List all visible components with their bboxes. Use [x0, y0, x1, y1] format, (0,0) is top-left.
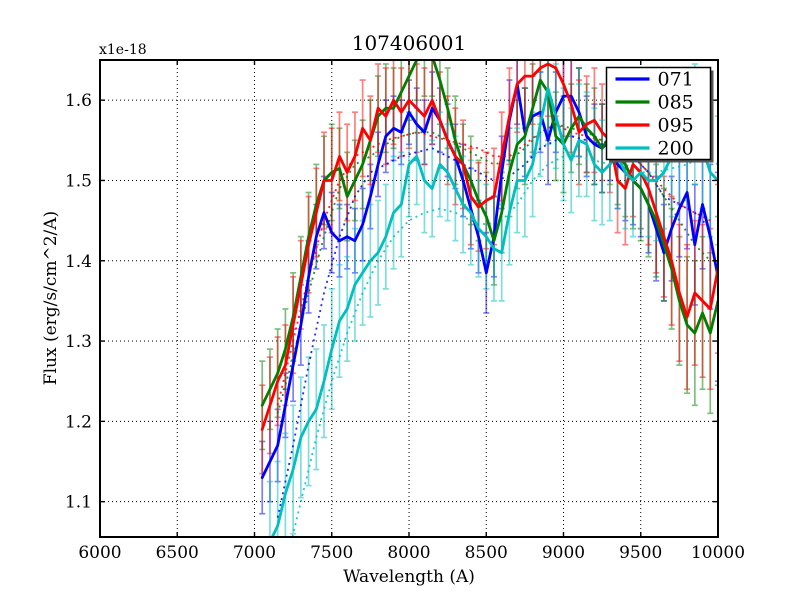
x-axis-label: Wavelength (A): [343, 567, 475, 587]
series-line-200: [270, 86, 718, 537]
series-dotted-200: [291, 155, 718, 537]
y-tick-label: 1.5: [65, 171, 92, 191]
x-tick-label: 8500: [465, 543, 508, 563]
y-tick-label: 1.6: [65, 91, 92, 111]
y-tick-label: 1.2: [65, 412, 92, 432]
y-axis-label: Flux (erg/s/cm^2/A): [41, 211, 61, 385]
y-tick-label: 1.4: [65, 252, 92, 272]
legend-label-085: 085: [658, 92, 694, 114]
legend-entry-085: 085: [615, 92, 694, 114]
y-tick-label: 1.3: [65, 332, 92, 352]
x-tick-label: 7500: [310, 543, 353, 563]
legend-label-095: 095: [658, 115, 694, 137]
x-tick-label: 6000: [78, 543, 121, 563]
series-line-085: [260, 60, 718, 407]
legend-entry-095: 095: [615, 115, 694, 137]
x-tick-label: 9000: [542, 543, 585, 563]
y-offset-label: x1e-18: [99, 42, 147, 58]
legend-box: [605, 66, 712, 161]
x-tick-label: 9500: [619, 543, 662, 563]
x-tick-label: 6500: [156, 543, 199, 563]
y-tick-label: 1.1: [65, 493, 92, 513]
legend-label-200: 200: [658, 138, 694, 160]
plot-title: 107406001: [352, 31, 467, 55]
x-tick-label: 10000: [691, 543, 745, 563]
y-tick-labels: 1.1 1.2 1.3 1.4 1.5 1.6: [65, 91, 92, 513]
series-dotted-085: [276, 123, 711, 414]
x-tick-label: 7000: [233, 543, 276, 563]
legend-entry-071: 071: [615, 69, 694, 91]
axis-ticks: [99, 60, 719, 537]
x-tick-label: 8000: [387, 543, 430, 563]
x-tick-labels: 6000 6500 7000 7500 8000 8500 9000 9500 10000: [78, 543, 745, 563]
legend-entry-200: 200: [615, 138, 694, 160]
legend-label-071: 071: [658, 69, 694, 91]
